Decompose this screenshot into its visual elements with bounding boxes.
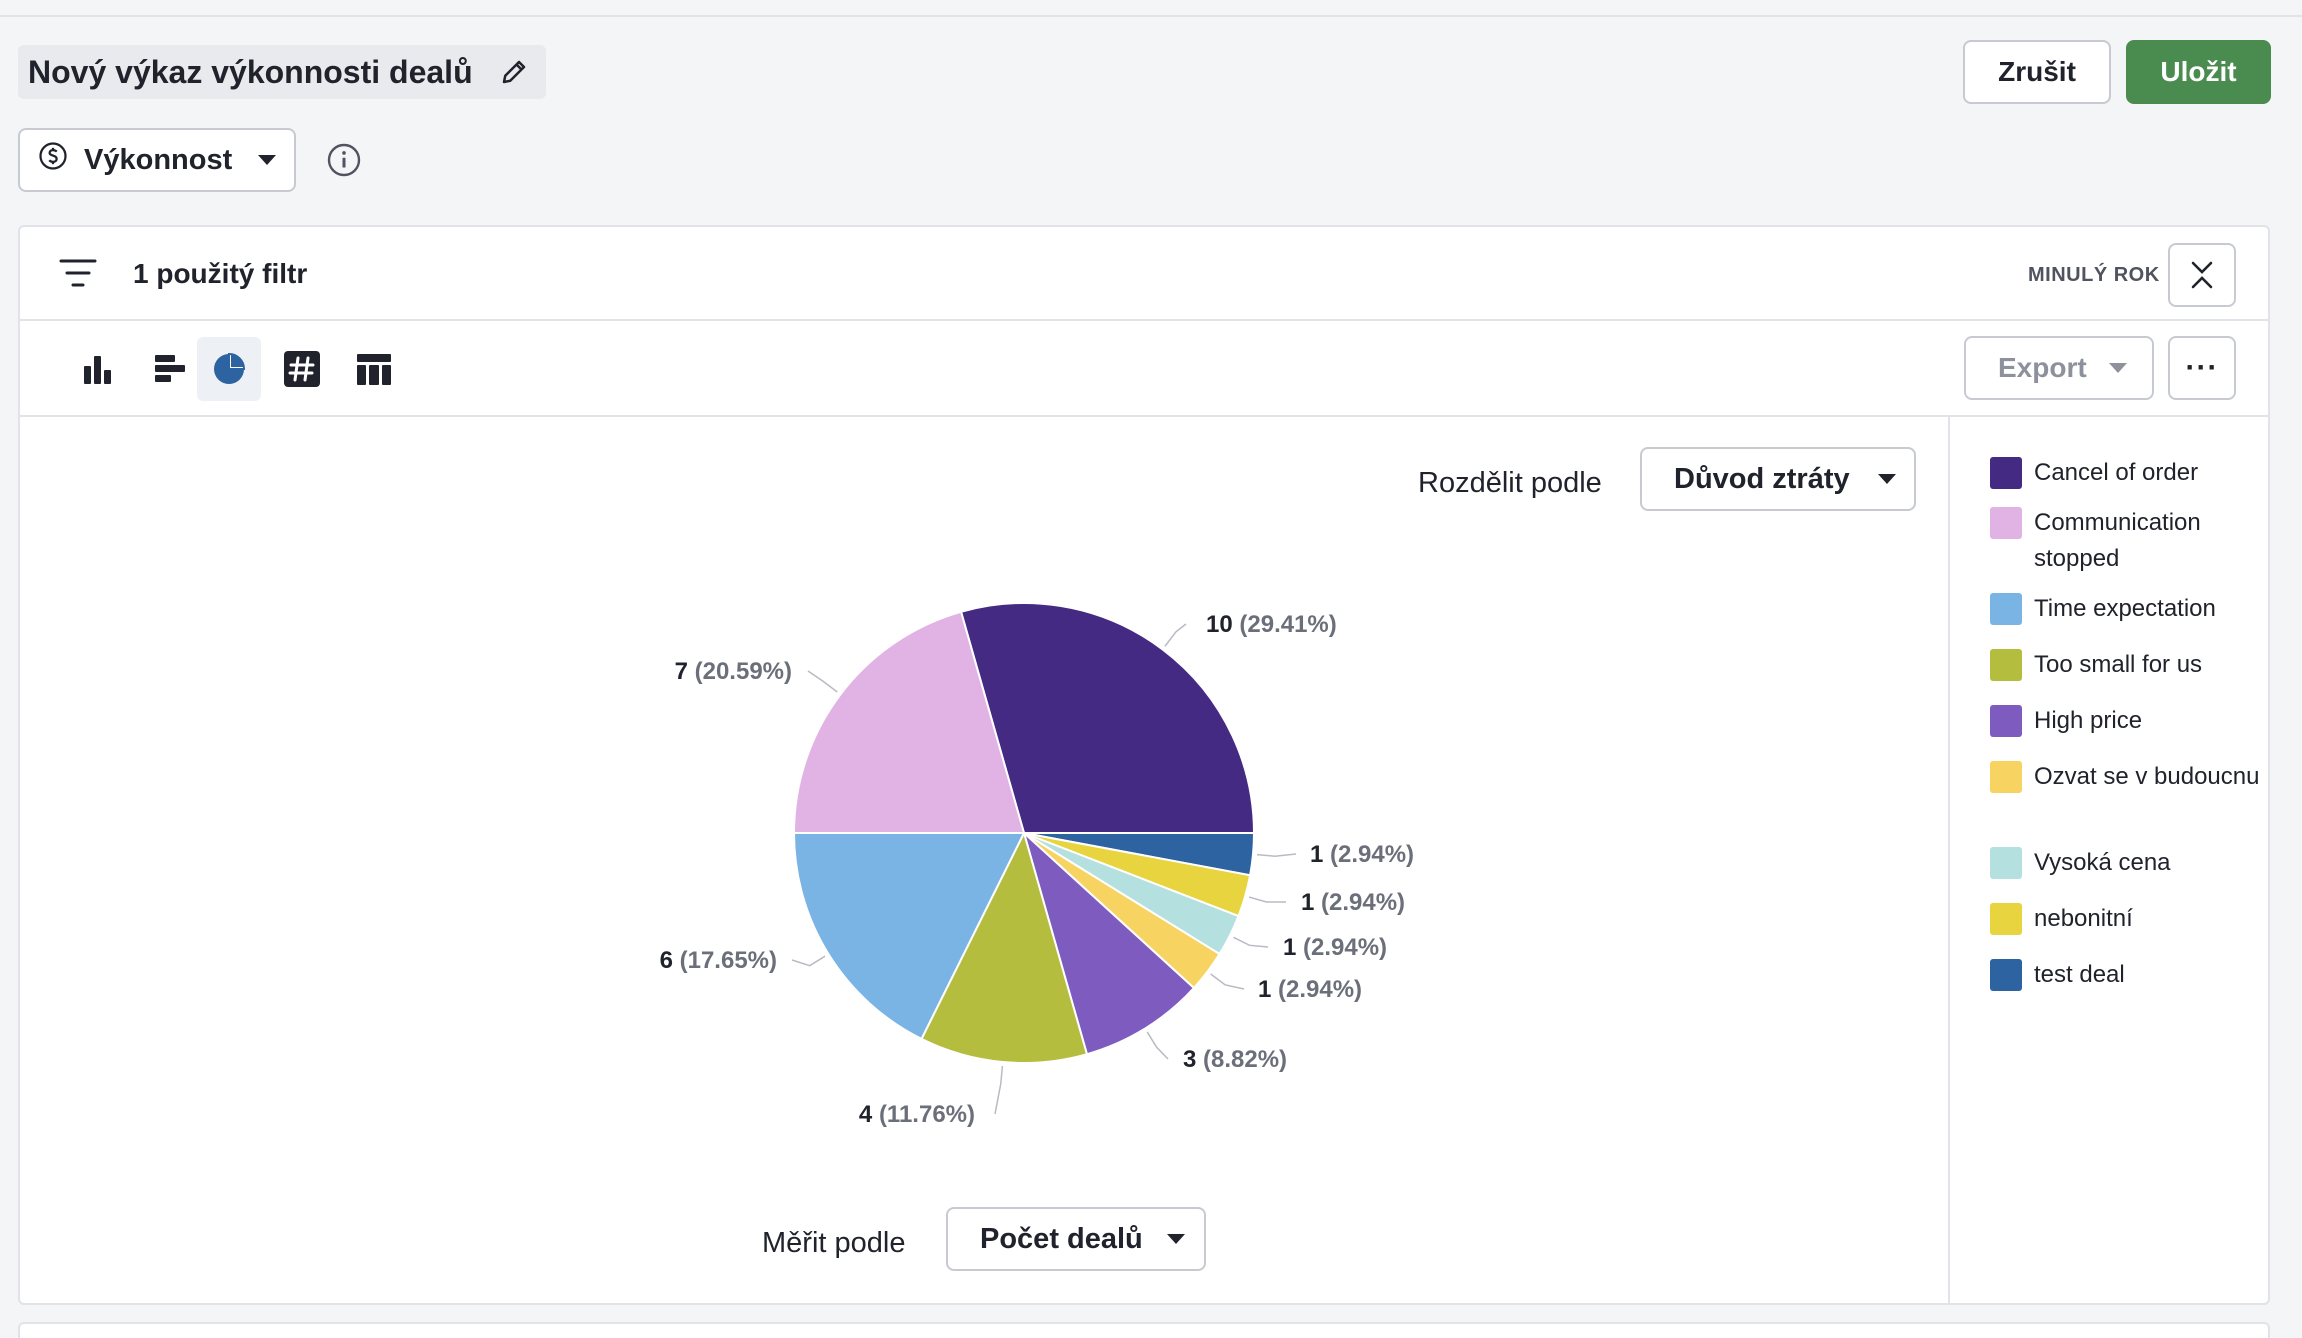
legend-label: Cancel of order [2034, 459, 2199, 486]
data-label: 10 (29.41%) [1206, 611, 1337, 638]
pie-slice[interactable] [920, 830, 1089, 1064]
legend-item[interactable]: test deal [1990, 957, 2264, 993]
measure-by-label: Měřit podle [762, 1227, 906, 1259]
data-label: 4 (11.76%) [859, 1101, 975, 1128]
legend-swatch [1990, 903, 2022, 935]
chevron-down-icon [258, 155, 277, 165]
leader-line [1233, 936, 1269, 948]
split-by-select[interactable]: Důvod ztráty [1640, 447, 1916, 511]
leader-line [1210, 973, 1245, 990]
chevron-down-icon [1877, 474, 1896, 484]
period-label: MINULÝ ROK [2028, 264, 2160, 286]
legend-swatch [1990, 457, 2022, 489]
measure-by-select[interactable]: Počet dealů [946, 1207, 1206, 1271]
info-icon[interactable] [326, 142, 362, 178]
legend-swatch [1990, 649, 2022, 681]
window-top-edge [0, 0, 2302, 17]
leader-line [1146, 1031, 1169, 1060]
pie-slice[interactable] [792, 610, 1026, 834]
chart-area: Rozdělit podle Důvod ztráty 10 (29.41%) 1… [20, 417, 1948, 1305]
data-label: 7 (20.59%) [675, 658, 792, 685]
legend-label: Ozvat se v budoucnu [2034, 763, 2260, 790]
export-button[interactable]: Export [1964, 336, 2154, 400]
report-type-label: Výkonnost [84, 143, 233, 176]
export-label: Export [1998, 352, 2087, 383]
collapse-filters-button[interactable] [2168, 243, 2236, 307]
data-label: 1 (2.94%) [1283, 934, 1387, 961]
legend-item[interactable]: Communication stopped [1990, 505, 2264, 577]
pie-chart-icon[interactable] [197, 337, 261, 401]
legend-swatch [1990, 959, 2022, 991]
legend-item[interactable]: Vysoká cena [1990, 845, 2264, 881]
leader-line [791, 955, 826, 967]
legend-label: Vysoká cena [2034, 849, 2171, 876]
legend-item[interactable]: Time expectation [1990, 591, 2264, 627]
report-card: 1 použitý filtr MINULÝ ROK [18, 225, 2270, 1305]
filter-bar: 1 použitý filtr MINULÝ ROK [20, 227, 2268, 321]
split-by-value: Důvod ztráty [1674, 462, 1850, 495]
next-card-edge [18, 1322, 2270, 1338]
legend-label: High price [2034, 707, 2143, 734]
pie-slice[interactable] [1022, 829, 1196, 1056]
data-label: 1 (2.94%) [1310, 841, 1414, 868]
report-title-field[interactable]: Nový výkaz výkonnosti dealů [18, 45, 546, 99]
legend-swatch [1990, 847, 2022, 879]
cancel-button[interactable]: Zrušit [1963, 40, 2111, 104]
dollar-circle-icon [38, 141, 68, 179]
legend-label: nebonitní [2034, 905, 2133, 932]
legend-item[interactable]: Too small for us [1990, 647, 2264, 683]
pencil-icon[interactable] [497, 55, 531, 89]
legend-item[interactable]: High price [1990, 703, 2264, 739]
number-chart-icon[interactable] [270, 337, 334, 401]
measure-by-value: Počet dealů [980, 1222, 1143, 1255]
legend-label: Communication stopped [2034, 509, 2201, 572]
legend-swatch [1990, 705, 2022, 737]
pie-slice[interactable] [792, 832, 1026, 1041]
leader-line [1164, 623, 1187, 647]
more-options-button[interactable]: ··· [2168, 336, 2236, 400]
chevron-down-icon [1166, 1234, 1185, 1244]
legend-label: test deal [2034, 961, 2125, 988]
leader-line [1256, 853, 1297, 858]
legend-item[interactable]: Ozvat se v budoucnu [1990, 759, 2264, 795]
legend-label: Time expectation [2034, 595, 2216, 622]
legend-item[interactable]: Cancel of order [1990, 455, 2264, 491]
data-label: 3 (8.82%) [1183, 1046, 1287, 1073]
visualization-toolbar: Export ··· [20, 321, 2268, 417]
leader-line [807, 670, 838, 693]
report-type-select[interactable]: Výkonnost [18, 128, 296, 192]
legend-item[interactable]: nebonitní [1990, 901, 2264, 937]
data-label: 1 (2.94%) [1258, 976, 1362, 1003]
filter-icon[interactable] [58, 255, 98, 291]
chevron-down-icon [2108, 363, 2127, 373]
leader-line [994, 1065, 1004, 1115]
data-label: 6 (17.65%) [660, 947, 777, 974]
legend-swatch [1990, 507, 2022, 539]
save-button[interactable]: Uložit [2126, 40, 2271, 104]
pie-slice[interactable] [959, 602, 1256, 834]
split-by-label: Rozdělit podle [1418, 467, 1602, 499]
legend-swatch [1990, 593, 2022, 625]
chart-legend: Cancel of order Communication stopped Time… [1948, 417, 2270, 1305]
legend-swatch [1990, 761, 2022, 793]
report-title: Nový výkaz výkonnosti dealů [28, 53, 473, 90]
legend-label: Too small for us [2034, 651, 2203, 678]
pie-chart[interactable]: 10 (29.41%) 1 (2.94%) 1 (2.94%) 1 (2.94%) 1 … [20, 417, 1948, 1305]
applied-filters-toggle[interactable]: 1 použitý filtr [133, 258, 308, 289]
column-chart-icon[interactable] [66, 337, 130, 401]
bar-chart-icon[interactable] [138, 337, 202, 401]
data-label: 1 (2.94%) [1301, 889, 1405, 916]
table-icon[interactable] [342, 337, 406, 401]
leader-line [1248, 896, 1287, 903]
